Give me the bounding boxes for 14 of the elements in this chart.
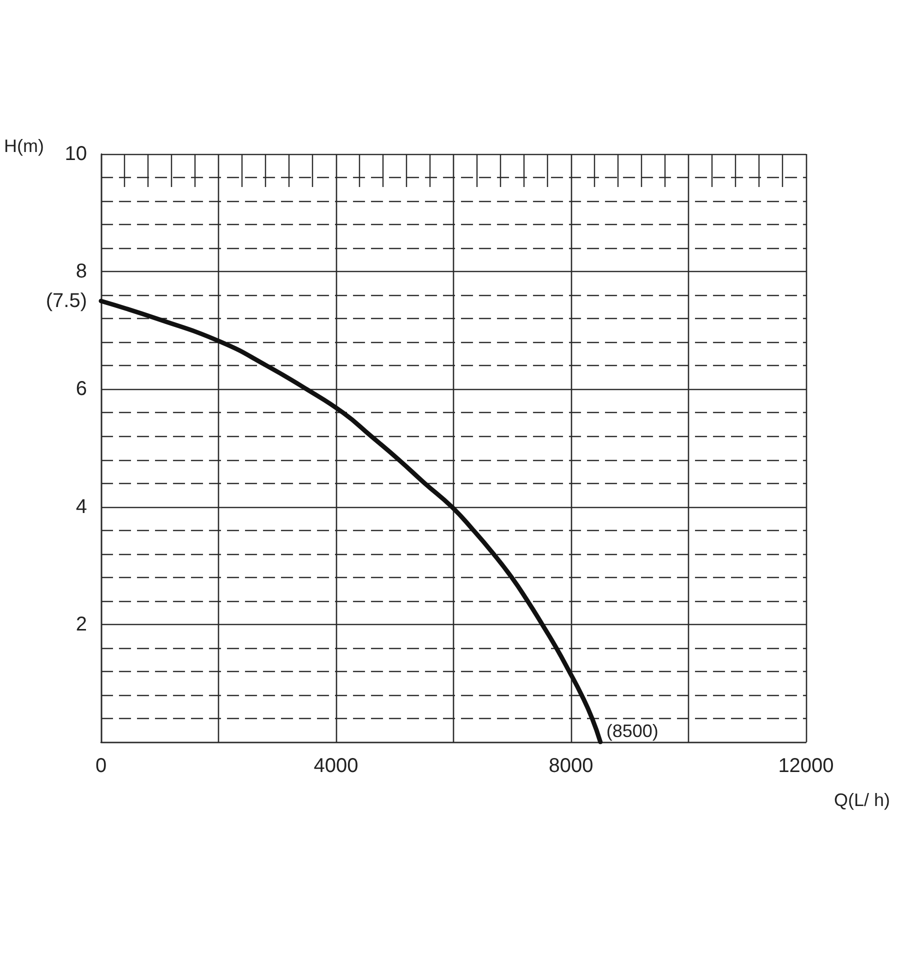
y-axis-title: H(m) [4, 136, 44, 156]
x-tick-label: 12000 [778, 755, 834, 777]
y-tick-label: (7.5) [46, 290, 87, 312]
x-tick-label: 4000 [314, 755, 358, 777]
y-tick-label: 8 [76, 260, 87, 283]
x-tick-label: 0 [95, 755, 107, 777]
annotation: (8500) [606, 721, 658, 741]
y-tick-label: 2 [76, 613, 87, 636]
x-axis-title: Q(L/ h) [834, 790, 890, 810]
line-series [98, 298, 603, 744]
y-tick-label: 4 [76, 496, 87, 518]
y-tick-label: 6 [76, 378, 87, 400]
y-tick-label: 10 [64, 143, 87, 165]
x-tick-label: 8000 [548, 755, 594, 777]
